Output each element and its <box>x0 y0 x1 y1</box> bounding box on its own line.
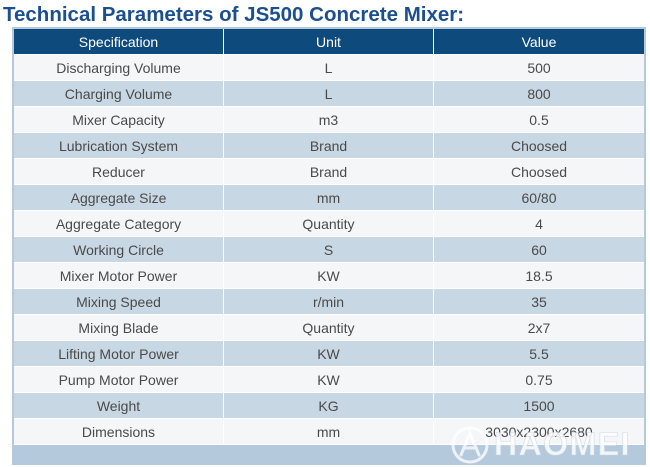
cell-value: 800 <box>434 81 644 107</box>
cell-specification: Lubrication System <box>14 133 224 159</box>
cell-value: 500 <box>434 55 644 81</box>
table-row: Mixer Capacity m3 0.5 <box>14 107 644 133</box>
cell-unit: KG <box>224 393 434 419</box>
cell-unit: m3 <box>224 107 434 133</box>
cell-unit: Brand <box>224 133 434 159</box>
cell-specification: Lifting Motor Power <box>14 341 224 367</box>
cell-value: 4 <box>434 211 644 237</box>
table-row: Discharging Volume L 500 <box>14 55 644 81</box>
table-row: Pump Motor Power KW 0.75 <box>14 367 644 393</box>
table-row: Mixing Speed r/min 35 <box>14 289 644 315</box>
cell-unit: S <box>224 237 434 263</box>
table-row: Reducer Brand Choosed <box>14 159 644 185</box>
cell-specification: Mixing Speed <box>14 289 224 315</box>
table-header-row: Specification Unit Value <box>14 29 644 55</box>
cell-specification: Charging Volume <box>14 81 224 107</box>
table-row: Lubrication System Brand Choosed <box>14 133 644 159</box>
table-row: Mixer Motor Power KW 18.5 <box>14 263 644 289</box>
table-row: Weight KG 1500 <box>14 393 644 419</box>
cell-unit: KW <box>224 367 434 393</box>
page-title: Technical Parameters of JS500 Concrete M… <box>3 3 465 26</box>
cell-unit: mm <box>224 185 434 211</box>
cell-specification: Mixer Motor Power <box>14 263 224 289</box>
table-row: Charging Volume L 800 <box>14 81 644 107</box>
cell-value: Choosed <box>434 159 644 185</box>
cell-value: 5.5 <box>434 341 644 367</box>
cell-specification: Discharging Volume <box>14 55 224 81</box>
cell-unit: Quantity <box>224 211 434 237</box>
header-unit: Unit <box>224 29 434 55</box>
cell-unit: mm <box>224 419 434 445</box>
cell-value: Choosed <box>434 133 644 159</box>
cell-unit: KW <box>224 341 434 367</box>
cell-specification: Working Circle <box>14 237 224 263</box>
cell-specification: Aggregate Category <box>14 211 224 237</box>
cell-value: 35 <box>434 289 644 315</box>
table-row: Aggregate Size mm 60/80 <box>14 185 644 211</box>
cell-specification: Mixing Blade <box>14 315 224 341</box>
cell-unit: KW <box>224 263 434 289</box>
cell-unit: Brand <box>224 159 434 185</box>
cell-specification: Mixer Capacity <box>14 107 224 133</box>
cell-unit: Quantity <box>224 315 434 341</box>
cell-value: 3030x2300x2680 <box>434 419 644 445</box>
cell-unit: L <box>224 81 434 107</box>
table-row: Dimensions mm 3030x2300x2680 <box>14 419 644 445</box>
table-row: Mixing Blade Quantity 2x7 <box>14 315 644 341</box>
cell-value: 18.5 <box>434 263 644 289</box>
cell-specification: Weight <box>14 393 224 419</box>
spec-table-frame: Specification Unit Value Discharging Vol… <box>12 27 646 465</box>
cell-value: 60/80 <box>434 185 644 211</box>
cell-specification: Dimensions <box>14 419 224 445</box>
cell-unit: L <box>224 55 434 81</box>
cell-specification: Pump Motor Power <box>14 367 224 393</box>
header-specification: Specification <box>14 29 224 55</box>
cell-specification: Aggregate Size <box>14 185 224 211</box>
cell-value: 60 <box>434 237 644 263</box>
cell-value: 2x7 <box>434 315 644 341</box>
cell-specification: Reducer <box>14 159 224 185</box>
table-row: Aggregate Category Quantity 4 <box>14 211 644 237</box>
cell-value: 1500 <box>434 393 644 419</box>
cell-value: 0.75 <box>434 367 644 393</box>
table-row: Lifting Motor Power KW 5.5 <box>14 341 644 367</box>
spec-table: Specification Unit Value Discharging Vol… <box>14 29 644 445</box>
cell-unit: r/min <box>224 289 434 315</box>
table-row: Working Circle S 60 <box>14 237 644 263</box>
cell-value: 0.5 <box>434 107 644 133</box>
header-value: Value <box>434 29 644 55</box>
